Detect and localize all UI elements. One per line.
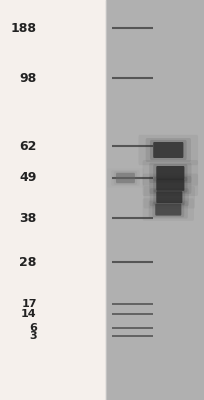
FancyBboxPatch shape [153,164,187,182]
FancyBboxPatch shape [153,177,187,192]
FancyBboxPatch shape [150,188,189,206]
FancyBboxPatch shape [143,160,198,186]
FancyBboxPatch shape [114,171,137,185]
Text: 98: 98 [19,72,37,84]
Text: 6: 6 [29,323,37,333]
FancyBboxPatch shape [116,173,135,183]
Text: 62: 62 [19,140,37,152]
FancyBboxPatch shape [143,174,198,196]
FancyBboxPatch shape [146,138,191,162]
Text: 38: 38 [19,212,37,224]
FancyBboxPatch shape [156,166,184,180]
Text: 3: 3 [29,331,37,341]
Text: 188: 188 [11,22,37,34]
FancyBboxPatch shape [156,179,184,191]
FancyBboxPatch shape [153,142,183,158]
Bar [106,0,204,400]
Text: 17: 17 [21,299,37,309]
FancyBboxPatch shape [149,176,191,194]
FancyBboxPatch shape [150,140,187,160]
FancyBboxPatch shape [143,198,194,221]
FancyBboxPatch shape [149,201,188,218]
FancyBboxPatch shape [144,186,195,208]
Text: 14: 14 [21,309,37,319]
FancyBboxPatch shape [139,135,198,165]
Text: 49: 49 [19,172,37,184]
FancyBboxPatch shape [153,190,185,205]
FancyBboxPatch shape [155,204,181,216]
FancyBboxPatch shape [152,202,184,217]
FancyBboxPatch shape [149,162,191,183]
Bar [0,0,106,400]
FancyBboxPatch shape [111,170,140,186]
FancyBboxPatch shape [156,191,182,203]
Text: 28: 28 [19,256,37,268]
